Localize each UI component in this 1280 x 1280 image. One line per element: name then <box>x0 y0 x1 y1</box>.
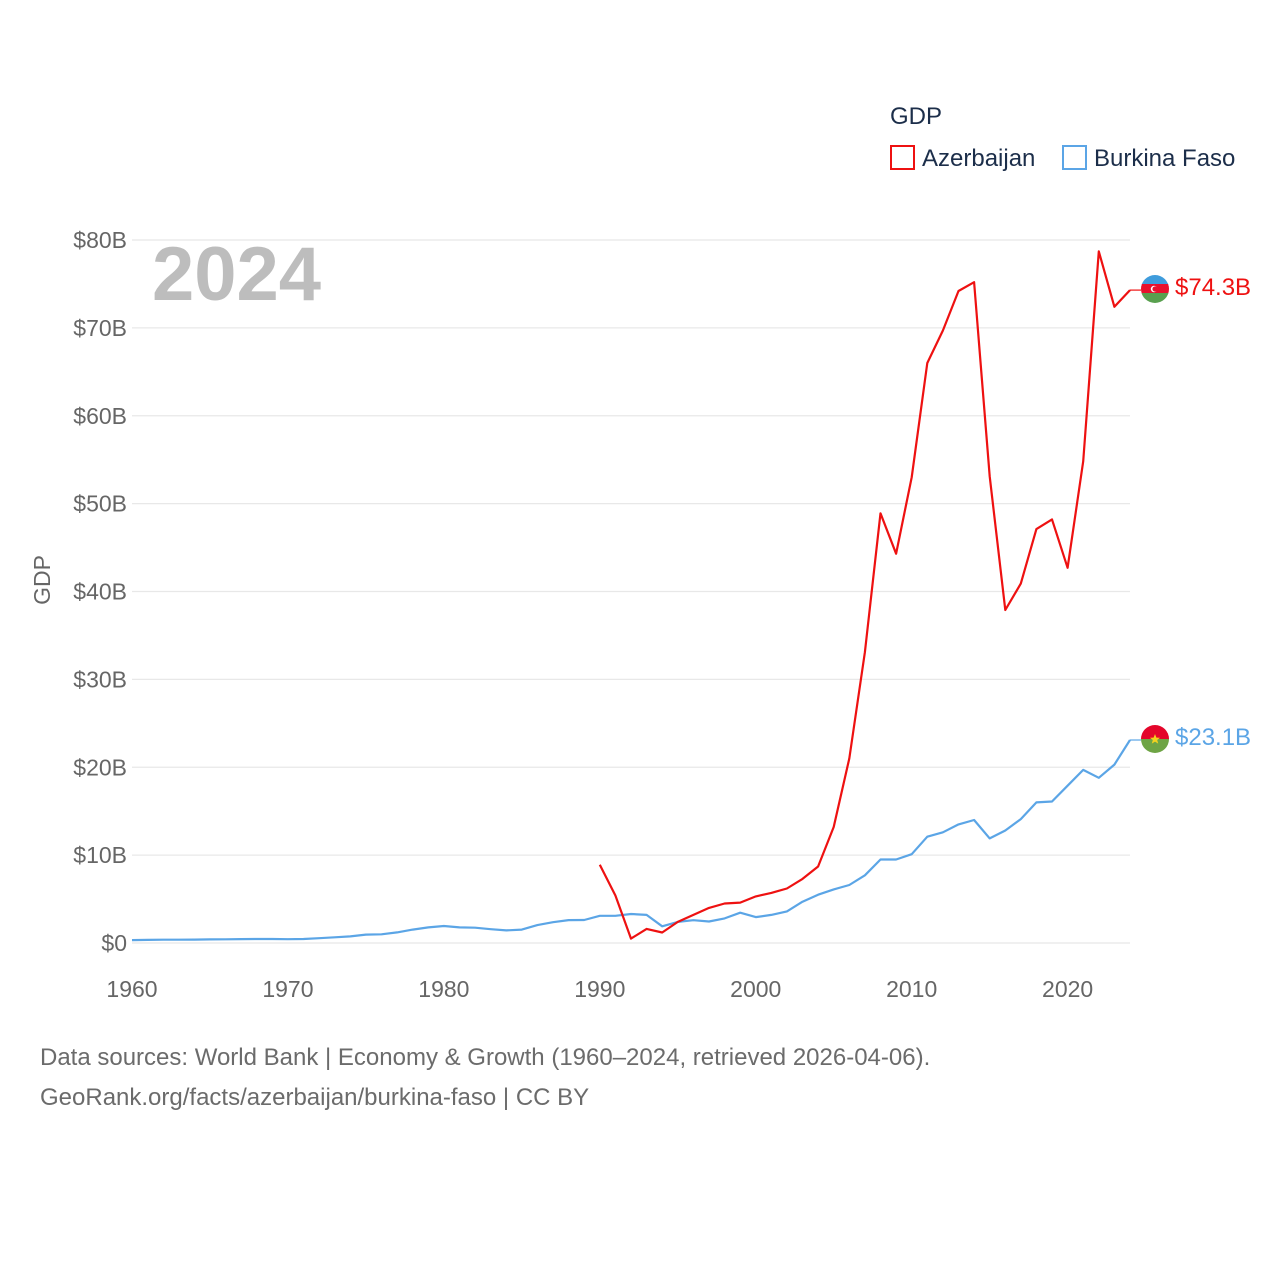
series-line-azerbaijan[interactable] <box>598 250 1131 940</box>
y-tick-label: $70B <box>73 315 127 341</box>
legend-item-azerbaijan[interactable]: Azerbaijan <box>890 145 1035 172</box>
y-axis-ticks: $0 $10B $20B $30B $40B $50B $60B $70B $80B <box>73 227 127 956</box>
legend-swatch-azerbaijan <box>890 145 915 170</box>
x-tick-label: 1980 <box>418 976 469 1002</box>
x-tick-label: 1990 <box>574 976 625 1002</box>
y-tick-label: $0 <box>101 930 127 956</box>
series-lines <box>131 250 1141 942</box>
legend-item-burkina-faso[interactable]: Burkina Faso <box>1062 145 1235 172</box>
legend-swatch-burkina-faso <box>1062 145 1087 170</box>
end-label-burkina-faso: $23.1B <box>1175 724 1251 751</box>
legend-title: GDP <box>890 103 942 130</box>
source-line-1: Data sources: World Bank | Economy & Gro… <box>40 1044 931 1071</box>
y-tick-label: $40B <box>73 579 127 605</box>
x-tick-label: 2010 <box>886 976 937 1002</box>
year-label: 2024 <box>152 232 321 317</box>
y-tick-label: $20B <box>73 754 127 780</box>
burkina-faso-flag-icon <box>1141 725 1169 753</box>
legend: GDP Azerbaijan Burkina Faso <box>890 103 1235 172</box>
source-line-2: GeoRank.org/facts/azerbaijan/burkina-fas… <box>40 1084 590 1111</box>
x-tick-label: 1960 <box>106 976 157 1002</box>
x-axis-ticks: 1960 1970 1980 1990 2000 2010 2020 <box>106 976 1093 1002</box>
y-tick-label: $80B <box>73 227 127 253</box>
x-tick-label: 2020 <box>1042 976 1093 1002</box>
x-tick-label: 1970 <box>262 976 313 1002</box>
x-tick-label: 2000 <box>730 976 781 1002</box>
end-label-azerbaijan: $74.3B <box>1175 274 1251 301</box>
y-tick-label: $10B <box>73 842 127 868</box>
series-line-burkina-faso[interactable] <box>131 739 1131 942</box>
gridlines <box>132 239 1130 944</box>
legend-label-azerbaijan: Azerbaijan <box>922 145 1035 172</box>
azerbaijan-flag-icon <box>1141 275 1169 303</box>
y-axis-title: GDP <box>29 555 55 605</box>
y-tick-label: $30B <box>73 666 127 692</box>
y-tick-label: $60B <box>73 403 127 429</box>
legend-label-burkina-faso: Burkina Faso <box>1094 145 1235 172</box>
y-tick-label: $50B <box>73 491 127 517</box>
